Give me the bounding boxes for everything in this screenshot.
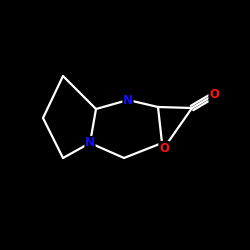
Text: N: N (123, 94, 133, 106)
Text: O: O (159, 142, 169, 154)
Text: N: N (85, 136, 95, 149)
Text: O: O (209, 88, 219, 102)
